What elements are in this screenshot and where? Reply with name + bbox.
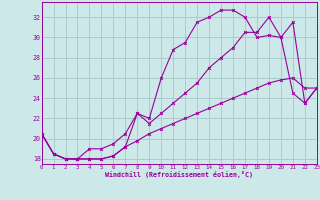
X-axis label: Windchill (Refroidissement éolien,°C): Windchill (Refroidissement éolien,°C) — [105, 171, 253, 178]
